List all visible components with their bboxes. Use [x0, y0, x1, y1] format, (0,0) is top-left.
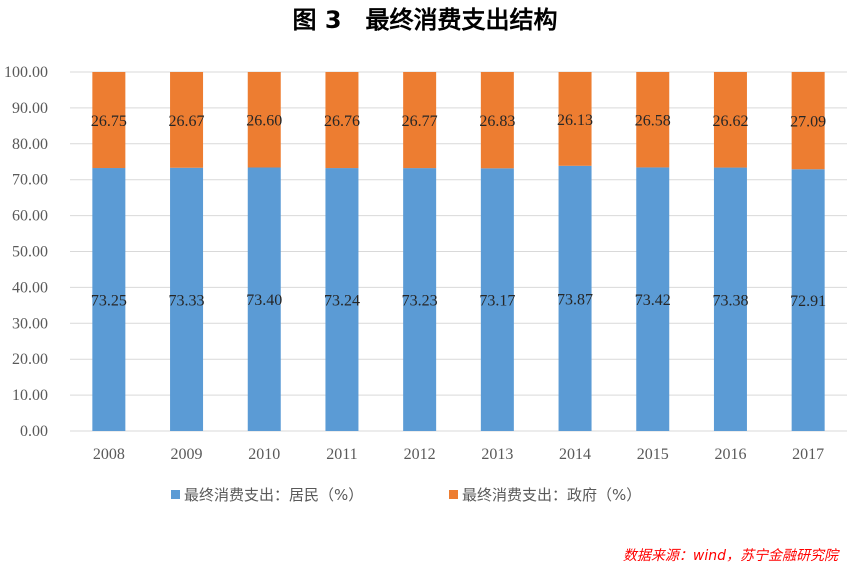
bar-household [247, 167, 281, 431]
x-tick-label: 2014 [559, 446, 591, 463]
x-tick-label: 2012 [404, 446, 436, 463]
y-tick-label: 30.00 [12, 315, 48, 332]
data-label: 26.62 [712, 113, 748, 130]
chart-title: 图 3 最终消费支出结构 [292, 6, 557, 34]
bar-household [170, 167, 204, 431]
bar-government [480, 72, 514, 169]
data-label: 26.76 [324, 113, 360, 130]
bar-government [558, 72, 592, 166]
bars [92, 72, 825, 432]
data-label: 26.83 [479, 113, 515, 130]
bar-government [325, 72, 359, 169]
bar-government [403, 72, 437, 169]
bar-household [325, 168, 359, 431]
x-axis-ticks: 2008 2009 2010 2011 2012 2013 2014 2015 2016 2017 [93, 446, 824, 463]
y-tick-label: 50.00 [12, 244, 48, 261]
data-label: 26.58 [635, 113, 671, 130]
y-tick-label: 10.00 [12, 387, 48, 404]
y-tick-label: 70.00 [12, 172, 48, 189]
data-label: 26.13 [557, 112, 593, 129]
x-tick-label: 2011 [326, 446, 357, 463]
legend-label: 最终消费支出：居民（%） [184, 486, 363, 504]
data-label: 73.38 [712, 292, 748, 309]
bar-household [558, 165, 592, 431]
data-label: 73.87 [557, 291, 593, 308]
data-label: 26.67 [169, 113, 205, 130]
bar-household [713, 167, 747, 431]
data-label: 26.75 [91, 113, 127, 130]
bar-government [170, 72, 204, 168]
data-label: 27.09 [790, 114, 826, 131]
y-tick-label: 0.00 [20, 423, 48, 440]
x-tick-label: 2017 [792, 446, 824, 463]
data-label: 73.40 [246, 292, 282, 309]
x-tick-label: 2008 [93, 446, 125, 463]
x-tick-label: 2016 [714, 446, 746, 463]
y-axis-ticks: 0.00 10.00 20.00 30.00 40.00 50.00 60.00 70.00 8… [4, 64, 48, 440]
bar-government [247, 72, 281, 168]
y-tick-label: 20.00 [12, 351, 48, 368]
bar-government [636, 72, 670, 168]
y-tick-label: 40.00 [12, 279, 48, 296]
legend-swatch-government [449, 490, 458, 499]
x-tick-label: 2010 [248, 446, 280, 463]
legend: 最终消费支出：居民（%） 最终消费支出：政府（%） [171, 486, 641, 504]
bar-government [713, 72, 747, 168]
x-tick-label: 2009 [171, 446, 203, 463]
data-label: 73.42 [635, 292, 671, 309]
y-tick-label: 80.00 [12, 136, 48, 153]
bar-household [403, 168, 437, 431]
bar-government [791, 72, 825, 170]
data-label: 73.23 [402, 293, 438, 310]
bar-household [92, 168, 126, 431]
source-note: 数据来源：wind，苏宁金融研究院 [623, 548, 840, 564]
bar-government [92, 72, 126, 169]
y-tick-label: 90.00 [12, 100, 48, 117]
bar-household [480, 168, 514, 431]
bar-household [791, 169, 825, 431]
legend-swatch-household [171, 490, 180, 499]
legend-label: 最终消费支出：政府（%） [462, 486, 641, 504]
data-label: 73.24 [324, 293, 360, 310]
x-tick-label: 2013 [481, 446, 513, 463]
data-label: 26.77 [402, 113, 438, 130]
data-label: 73.33 [169, 292, 205, 309]
data-label: 72.91 [790, 293, 826, 310]
bar-household [636, 167, 670, 432]
data-label: 73.25 [91, 293, 127, 310]
y-tick-label: 60.00 [12, 208, 48, 225]
data-label: 73.17 [479, 293, 515, 310]
x-tick-label: 2015 [637, 446, 669, 463]
data-label: 26.60 [246, 113, 282, 130]
data-labels: 73.25 26.75 73.33 26.67 73.40 26.60 73.24 26.76… [91, 112, 826, 310]
y-tick-label: 100.00 [4, 64, 48, 81]
